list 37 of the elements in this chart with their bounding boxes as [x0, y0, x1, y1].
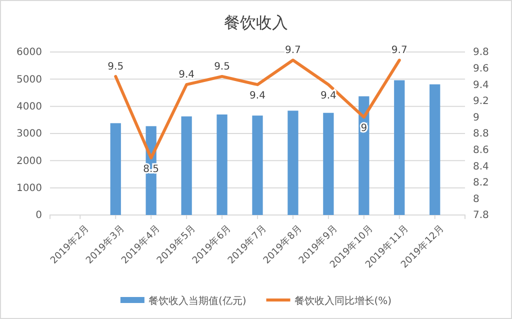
- data-label: 9: [360, 123, 368, 134]
- legend-label: 餐饮收入同比增长(%): [294, 295, 392, 307]
- y2-tick-label: 7.8: [473, 210, 489, 222]
- y2-tick-label: 8.8: [473, 128, 489, 140]
- y2-tick-label: 8: [473, 194, 480, 205]
- y-tick-label: 3000: [16, 128, 42, 140]
- bar: [394, 80, 405, 215]
- y2-tick-label: 9: [473, 112, 480, 124]
- y-tick-label: 0: [36, 210, 42, 222]
- bar: [181, 116, 192, 215]
- bar: [110, 123, 121, 215]
- data-label: 9.4: [320, 90, 336, 102]
- y-tick-label: 4000: [16, 102, 42, 113]
- data-label: 9.5: [108, 61, 124, 72]
- data-label: 9.4: [178, 70, 195, 81]
- y-tick-label: 6000: [16, 47, 42, 58]
- y2-tick-label: 8.6: [473, 145, 489, 156]
- bar: [323, 112, 334, 215]
- data-label: 9.7: [391, 45, 408, 56]
- bar: [430, 84, 440, 215]
- bar: [252, 116, 263, 215]
- bar: [288, 110, 298, 215]
- y-tick-label: 5000: [16, 74, 42, 86]
- y-tick-label: 1000: [16, 183, 42, 194]
- bar: [216, 114, 228, 215]
- y-tick-label: 2000: [16, 156, 42, 167]
- data-label: 9.7: [285, 45, 301, 56]
- y2-tick-label: 9.8: [473, 47, 489, 58]
- y2-tick-label: 9.2: [473, 96, 489, 108]
- legend-label: 餐饮收入当期值(亿元): [148, 295, 246, 307]
- y2-tick-label: 8.2: [473, 178, 489, 189]
- y2-tick-label: 8.4: [473, 161, 489, 172]
- y2-tick-label: 9.4: [473, 80, 489, 91]
- y2-tick-label: 9.6: [473, 64, 489, 74]
- data-label: 9.5: [214, 61, 230, 72]
- chart-title: 餐饮收入: [224, 13, 288, 32]
- data-label: 9.4: [250, 90, 266, 102]
